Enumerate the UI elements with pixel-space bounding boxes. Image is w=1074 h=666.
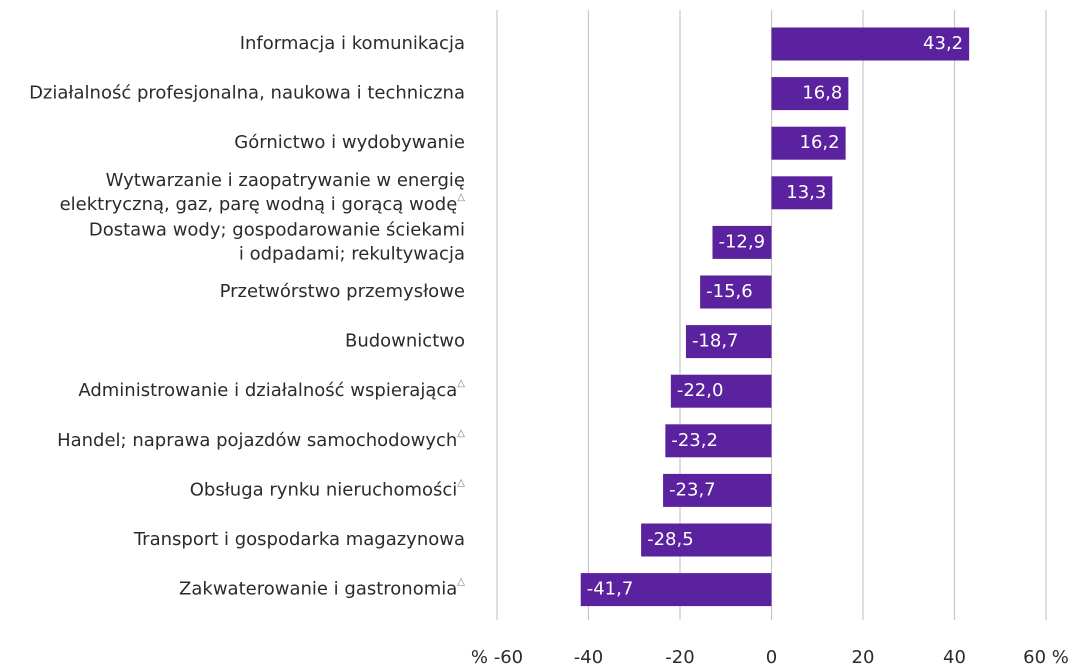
value-label: -41,7 — [587, 579, 634, 600]
value-label: -28,5 — [647, 529, 694, 550]
category-label: Zakwaterowanie i gastronomia△ — [179, 577, 465, 600]
category-label: Działalność profesjonalna, naukowa i tec… — [29, 83, 465, 104]
bar — [641, 523, 772, 557]
value-label: 16,8 — [802, 83, 842, 104]
bar — [685, 325, 772, 359]
value-label: 13,3 — [786, 182, 826, 203]
value-label: 16,2 — [800, 132, 840, 153]
category-label: Dostawa wody; gospodarowanie ściekami i o… — [89, 219, 465, 264]
value-label: -23,2 — [671, 430, 718, 451]
bar — [700, 275, 772, 309]
category-label: Administrowanie i działalność wspierając… — [78, 378, 465, 401]
category-label: Transport i gospodarka magazynowa — [133, 529, 465, 550]
category-label: Przetwórstwo przemysłowe — [220, 281, 465, 302]
category-label: Informacja i komunikacja — [240, 33, 465, 54]
value-label: -22,0 — [677, 380, 724, 401]
x-tick-label: 60 % — [1023, 647, 1069, 666]
bar — [771, 27, 970, 61]
bar — [771, 126, 846, 160]
bar — [771, 176, 833, 210]
bar — [663, 473, 772, 507]
value-label: -18,7 — [692, 331, 739, 352]
value-label: -15,6 — [706, 281, 753, 302]
bar — [670, 374, 772, 408]
x-tick-label: 0 — [766, 647, 777, 666]
category-label: Obsługa rynku nieruchomości△ — [190, 477, 466, 500]
x-tick-label: % -60 — [471, 647, 523, 666]
category-label: Budownictwo — [345, 331, 465, 352]
x-tick-label: -40 — [574, 647, 603, 666]
bar — [712, 225, 772, 259]
category-label: Górnictwo i wydobywanie — [234, 132, 465, 153]
x-tick-label: 40 — [943, 647, 966, 666]
value-label: -12,9 — [718, 231, 765, 252]
x-tick-label: 20 — [852, 647, 875, 666]
category-label: Handel; naprawa pojazdów samochodowych△ — [57, 428, 465, 451]
bar — [580, 573, 772, 607]
value-label: -23,7 — [669, 479, 716, 500]
bar — [771, 77, 849, 111]
category-label: Wytwarzanie i zaopatrywanie w energię ele… — [60, 170, 466, 215]
value-label: 43,2 — [923, 33, 963, 54]
x-tick-label: -20 — [665, 647, 694, 666]
bar — [665, 424, 772, 458]
